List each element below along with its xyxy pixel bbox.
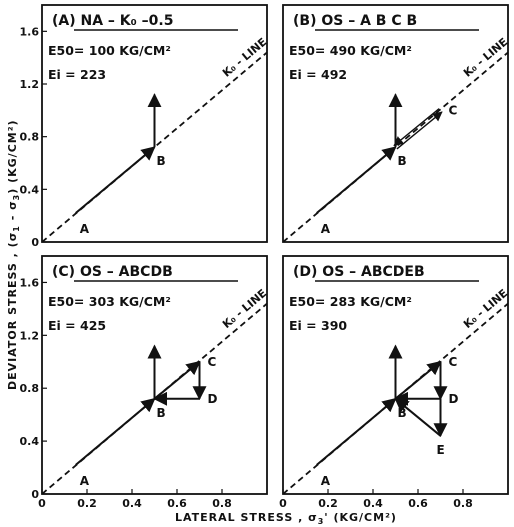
ei-label: Ei = 223 [48, 67, 106, 82]
point-label-a: A [321, 222, 331, 236]
panel-frame [282, 4, 509, 243]
stress-path-segment [153, 360, 201, 400]
point-label-b: B [398, 406, 407, 420]
x-tick-label: 0.4 [122, 497, 142, 510]
stress-path-segment [75, 397, 156, 466]
point-label-b: B [157, 154, 166, 168]
ei-label: Ei = 425 [48, 318, 106, 333]
panel-b: K₀ - LINE (B) OS – A B C B E50= 490 KG/CM²… [282, 4, 510, 243]
x-tick-label: 0 [38, 497, 46, 510]
x-tick-label: 0.2 [77, 497, 97, 510]
panel-frame [282, 255, 509, 495]
panel-title: (A) NA – K₀ –0.5 [52, 13, 173, 29]
point-label-b: B [398, 154, 407, 168]
y-tick-label: 0.8 [20, 382, 40, 395]
k0-line-label: K₀ - LINE [220, 35, 269, 79]
stress-path-segment [394, 360, 442, 400]
point-label-c: C [208, 355, 217, 369]
stress-path-segment [393, 108, 440, 147]
point-label-a: A [80, 222, 90, 236]
k0-line [283, 302, 508, 494]
panel-frame [41, 4, 268, 243]
k0-line-label: K₀ - LINE [461, 35, 510, 79]
x-tick-label: 0.8 [453, 497, 473, 510]
e50-label: E50= 100 KG/CM² [48, 43, 171, 58]
point-label-d: D [208, 392, 218, 406]
k0-line-label: K₀ - LINE [461, 287, 510, 331]
panel-c: 0 0.4 0.8 1.2 1.6 0 0.2 0.4 0.6 0.8 K₀ - LINE (C) O… [20, 255, 269, 510]
k0-line [42, 302, 267, 494]
y-axis-label: DEVIATOR STRESS , (σ1 - σ3) (KG/CM²) [6, 119, 21, 390]
y-tick-label: 1.6 [20, 25, 40, 38]
panel-title: (B) OS – A B C B [293, 13, 417, 29]
point-label-c: C [449, 103, 458, 117]
e50-label: E50= 303 KG/CM² [48, 294, 171, 309]
k0-line-label: K₀ - LINE [220, 287, 269, 331]
y-tick-label: 0 [31, 236, 39, 249]
stress-path-segment [396, 111, 443, 150]
y-tick-label: 1.2 [20, 329, 40, 342]
stress-path-segment [75, 146, 156, 214]
panel-title: (D) OS – ABCDEB [293, 264, 425, 280]
point-label-c: C [449, 355, 458, 369]
x-axis-label: LATERAL STRESS , σ3' (KG/CM²) [175, 511, 397, 526]
ei-label: Ei = 390 [289, 318, 347, 333]
x-tick-label: 0 [279, 497, 287, 510]
stress-path-segment [316, 397, 397, 466]
point-label-d: D [449, 392, 459, 406]
y-tick-label: 0.8 [20, 131, 40, 144]
panel-a: 0 0.4 0.8 1.2 1.6 K₀ - LINE (A) NA – K₀ –0.5 E5… [20, 4, 269, 249]
ei-label: Ei = 492 [289, 67, 347, 82]
y-tick-label: 1.2 [20, 78, 40, 91]
stress-path-segment [316, 146, 397, 214]
y-tick-label: 0.4 [20, 435, 40, 448]
point-label-b: B [157, 406, 166, 420]
x-tick-label: 0.6 [167, 497, 187, 510]
panel-title: (C) OS – ABCDB [52, 264, 173, 280]
point-label-e: E [437, 443, 445, 457]
x-tick-label: 0.4 [363, 497, 383, 510]
e50-label: E50= 490 KG/CM² [289, 43, 412, 58]
panel-frame [41, 255, 268, 495]
e50-label: E50= 283 KG/CM² [289, 294, 412, 309]
y-tick-label: 0 [31, 488, 39, 501]
x-tick-label: 0.2 [318, 497, 338, 510]
x-tick-label: 0.6 [408, 497, 428, 510]
point-label-a: A [80, 474, 90, 488]
k0-line [283, 51, 508, 242]
x-tick-label: 0.8 [212, 497, 232, 510]
y-tick-label: 1.6 [20, 276, 40, 289]
panel-d: 0 0.2 0.4 0.6 0.8 K₀ - LINE (D) OS – ABCDEB E50… [279, 255, 510, 510]
k0-line [42, 51, 267, 242]
y-tick-label: 0.4 [20, 183, 40, 196]
point-label-a: A [321, 474, 331, 488]
